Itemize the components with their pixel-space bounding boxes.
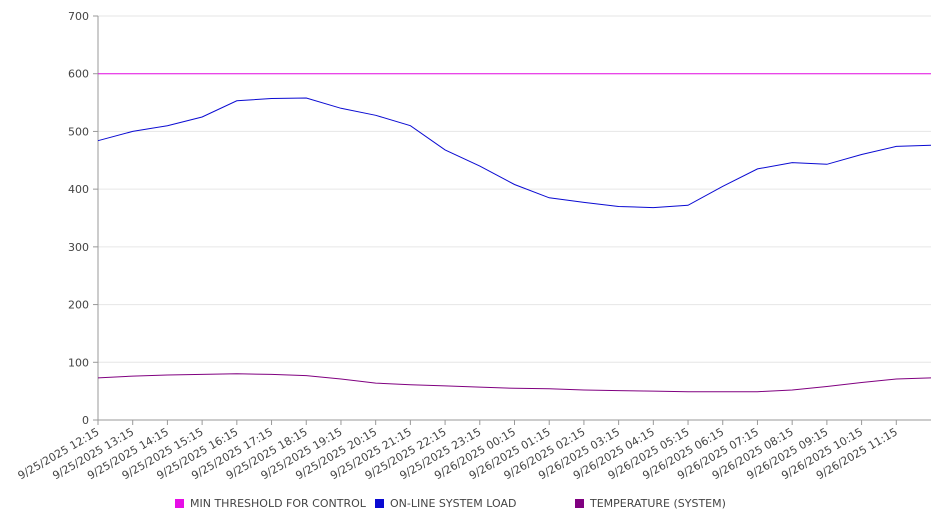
y-tick-label: 500 [68,125,89,138]
x-axis-ticks: 9/25/2025 12:159/25/2025 13:159/25/2025 … [16,420,900,482]
y-tick-label: 300 [68,241,89,254]
gridlines [98,15,931,421]
series-line-temperature [97,373,932,393]
legend-item-min-threshold[interactable]: MIN THRESHOLD FOR CONTROL [175,497,366,510]
legend-label-system-load: ON-LINE SYSTEM LOAD [390,497,517,510]
legend-item-system-load[interactable]: ON-LINE SYSTEM LOAD [375,497,516,510]
legend-swatch-min-threshold [175,499,184,508]
legend: MIN THRESHOLD FOR CONTROL ON-LINE SYSTEM… [0,497,946,515]
axes [97,16,931,421]
legend-label-temperature: TEMPERATURE (SYSTEM) [590,497,726,510]
y-axis-ticks: 0 100 200 300 400 500 600 700 [68,10,98,427]
y-tick-label: 200 [68,299,89,312]
legend-item-temperature[interactable]: TEMPERATURE (SYSTEM) [575,497,726,510]
y-tick-label: 600 [68,68,89,81]
legend-label-min-threshold: MIN THRESHOLD FOR CONTROL [190,497,366,510]
y-tick-label: 700 [68,10,89,23]
legend-swatch-temperature [575,499,584,508]
y-tick-label: 100 [68,356,89,369]
y-tick-label: 0 [82,414,89,427]
series-line-system-load [97,97,932,209]
y-tick-label: 400 [68,183,89,196]
series-lines [97,73,932,393]
legend-swatch-system-load [375,499,384,508]
